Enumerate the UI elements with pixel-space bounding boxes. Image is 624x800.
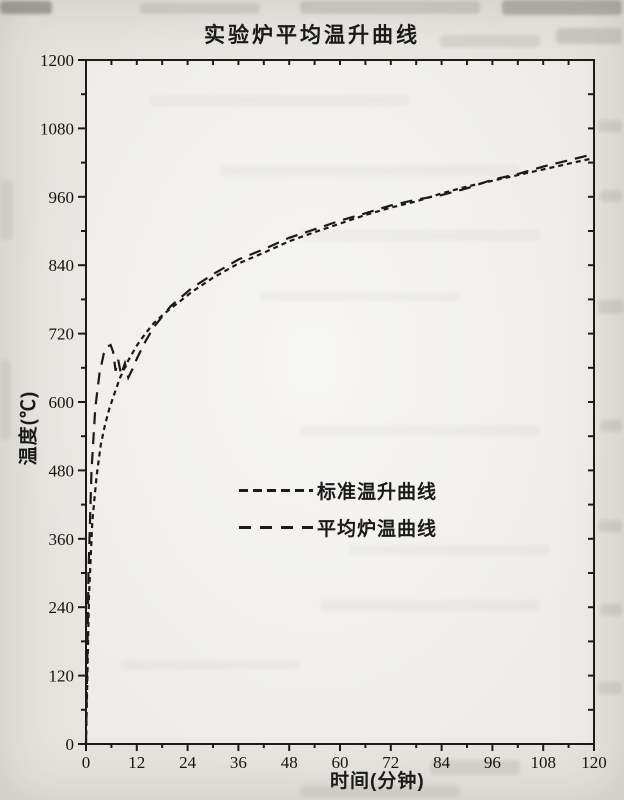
y-tick-label: 1200: [40, 51, 74, 70]
scan-artifact: [598, 120, 622, 132]
x-tick-label: 12: [128, 753, 145, 772]
x-tick-label: 72: [382, 753, 399, 772]
y-tick-label: 600: [49, 393, 75, 412]
scan-artifact: [0, 1, 52, 14]
legend-item-standard: 标准温升曲线: [238, 477, 437, 503]
y-tick-label: 480: [49, 461, 75, 480]
legend-label-standard: 标准温升曲线: [317, 481, 438, 503]
average-curve-line: [84, 152, 595, 745]
scan-artifact: [600, 420, 622, 432]
scan-artifact: [430, 760, 520, 775]
scan-artifact: [600, 604, 622, 616]
standard-curve-line: [84, 156, 595, 745]
scan-artifact: [598, 520, 622, 532]
scan-artifact: [556, 28, 622, 44]
scan-artifact: [598, 300, 624, 314]
scan-artifact: [440, 35, 540, 47]
plot-background: [86, 60, 594, 744]
legend-line-short-dash-icon: [239, 488, 313, 492]
y-tick-label: 960: [49, 188, 75, 207]
x-tick-label: 108: [530, 753, 556, 772]
scan-artifact: [598, 682, 622, 694]
y-tick-label: 840: [49, 256, 75, 275]
scan-artifact: [220, 165, 520, 176]
legend-line-long-dash-icon: [239, 525, 313, 529]
scan-artifact: [300, 425, 540, 436]
scan-artifact: [0, 360, 11, 440]
scan-artifact: [140, 3, 260, 14]
y-tick-label: 1080: [40, 119, 74, 138]
y-tick-label: 360: [49, 530, 75, 549]
x-tick-label: 84: [433, 753, 451, 772]
scan-artifact: [120, 660, 300, 670]
chart-title: 实验炉平均温升曲线: [204, 24, 420, 47]
scan-artifact: [300, 1, 480, 14]
x-tick-label: 48: [281, 753, 298, 772]
scan-artifact: [300, 785, 460, 797]
x-axis-title: 时间(分钟): [330, 771, 425, 792]
scan-artifact: [150, 95, 410, 106]
y-axis-title: 温度(℃): [18, 390, 40, 466]
y-tick-label: 240: [49, 598, 75, 617]
legend: 标准温升曲线 平均炉温曲线: [238, 477, 437, 551]
legend-label-average: 平均炉温曲线: [317, 518, 438, 540]
y-tick-label: 720: [49, 325, 75, 344]
legend-item-average: 平均炉温曲线: [238, 514, 437, 540]
x-tick-label: 24: [179, 753, 197, 772]
scan-artifact: [350, 545, 550, 555]
x-tick-label: 36: [230, 753, 247, 772]
scan-artifact: [320, 600, 540, 611]
x-tick-label: 60: [332, 753, 349, 772]
y-tick-label: 120: [49, 667, 75, 686]
y-tick-label: 0: [66, 735, 75, 754]
scan-artifact: [502, 0, 622, 15]
x-tick-label: 0: [82, 753, 91, 772]
scan-artifact: [0, 180, 13, 240]
x-tick-label: 120: [581, 753, 607, 772]
scan-artifact: [600, 190, 622, 202]
scan-artifact: [300, 230, 540, 241]
scan-artifact: [260, 292, 460, 302]
x-tick-label: 96: [484, 753, 501, 772]
